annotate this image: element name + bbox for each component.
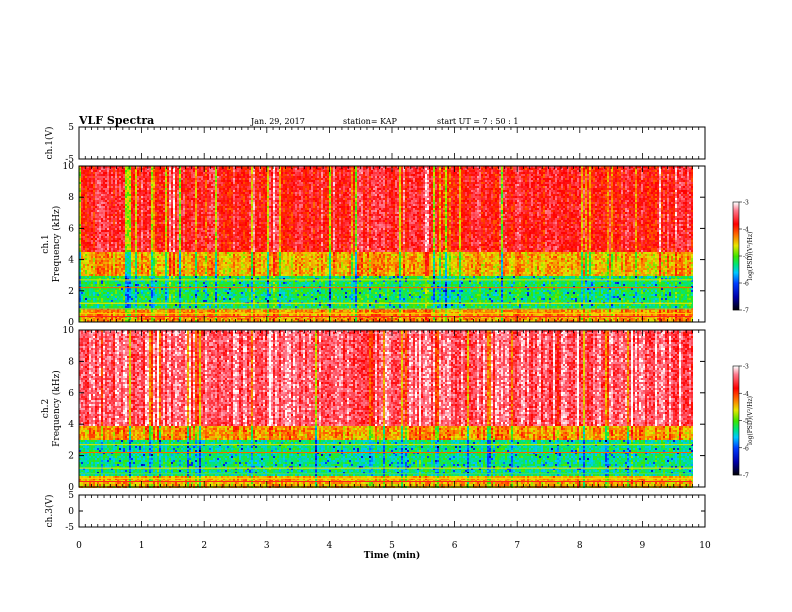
- xtick-label: 5: [389, 541, 395, 551]
- xtick-label: 3: [264, 541, 270, 551]
- ch1-spectrogram-colorbar-tick: -6: [743, 281, 749, 288]
- ch1-spectrogram-image: [79, 166, 693, 322]
- ch2-spectrogram-ylabel: Frequency (kHz): [51, 370, 62, 447]
- xtick-label: 4: [327, 541, 333, 551]
- ch1-voltage-ytick-label: 5: [68, 123, 74, 133]
- ch2-spectrogram-ytick-label: 10: [63, 326, 75, 336]
- ch2-spectrogram-ytick-label: 8: [68, 357, 74, 367]
- ch1-spectrogram-ytick-label: 0: [68, 318, 74, 328]
- ch1-voltage-ytick-label: -5: [65, 155, 74, 165]
- xtick-label: 7: [514, 541, 520, 551]
- x-axis-label: Time (min): [364, 550, 421, 561]
- ch1-spectrogram-ytick-label: 2: [68, 287, 74, 297]
- ch1-spectrogram-ytick-label: 8: [68, 193, 74, 203]
- ch2-spectrogram-channel-label: ch.2: [41, 399, 51, 418]
- ch1-spectrogram-colorbar-tick: -4: [743, 227, 749, 234]
- date-label: Jan. 29, 2017: [251, 117, 305, 126]
- ch1-spectrogram-colorbar-label: log(PSD)(V²/Hz): [747, 232, 754, 281]
- xtick-label: 10: [699, 541, 711, 551]
- ch3-voltage-ytick-label: 5: [68, 491, 74, 501]
- ch2-spectrogram-ytick-label: 4: [68, 420, 74, 430]
- ch2-spectrogram-colorbar-tick: -6: [743, 445, 749, 452]
- chart-title: VLF Spectra: [79, 114, 154, 127]
- ch2-spectrogram-colorbar-label: log(PSD)(V²/Hz): [747, 396, 754, 445]
- ch1-spectrogram-colorbar-tick: -7: [743, 308, 749, 315]
- ch2-spectrogram-colorbar-tick: -7: [743, 473, 749, 480]
- start-time-label: start UT = 7 : 50 : 1: [437, 117, 518, 126]
- ch1-spectrogram-ytick-label: 6: [68, 224, 74, 234]
- ch1-spectrogram-ytick-label: 10: [63, 162, 75, 172]
- ch1-spectrogram-channel-label: ch.1: [41, 234, 51, 253]
- xtick-label: 0: [76, 541, 82, 551]
- ch2-spectrogram-colorbar-tick: -5: [743, 418, 749, 425]
- ch2-spectrogram-colorbar-tick: -4: [743, 391, 749, 398]
- xtick-label: 9: [640, 541, 646, 551]
- ch3-voltage-ytick-label: 0: [68, 507, 74, 517]
- xtick-label: 8: [577, 541, 583, 551]
- xtick-label: 6: [452, 541, 458, 551]
- ch3-voltage-ytick-label: -5: [65, 523, 74, 533]
- station-label: station= KAP: [343, 117, 397, 126]
- xtick-label: 2: [201, 541, 207, 551]
- ch1-voltage-ylabel: ch.1(V): [44, 127, 55, 160]
- ch1-spectrogram-ytick-label: 4: [68, 256, 74, 266]
- xtick-label: 1: [139, 541, 145, 551]
- ch1-spectrogram-colorbar-tick: -5: [743, 254, 749, 261]
- ch2-spectrogram-ytick-label: 6: [68, 389, 74, 399]
- ch2-spectrogram-ytick-label: 0: [68, 483, 74, 493]
- ch2-spectrogram-colorbar-tick: -3: [743, 364, 749, 371]
- ch3-voltage-ylabel: ch.3(V): [44, 495, 55, 528]
- ch2-spectrogram-ytick-label: 2: [68, 452, 74, 462]
- ch2-spectrogram-image: [79, 330, 693, 488]
- ch1-spectrogram-colorbar-tick: -3: [743, 200, 749, 207]
- ch1-spectrogram-ylabel: Frequency (kHz): [51, 206, 62, 283]
